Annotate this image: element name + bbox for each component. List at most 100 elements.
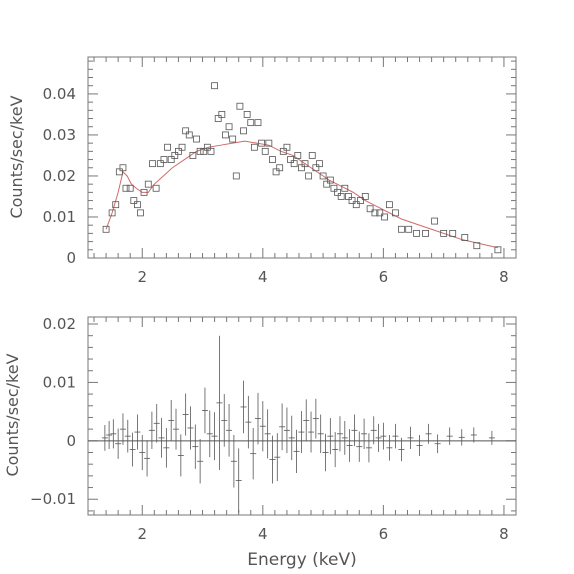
spectrum-plot-frame — [87, 56, 517, 259]
spectrum-data-point — [392, 209, 399, 217]
spectrum-data-point — [102, 225, 110, 233]
spectrum-data-point — [130, 197, 138, 204]
spectrum-data-point — [160, 156, 168, 163]
model-curve-group — [105, 140, 499, 249]
y-tick-label: 0.01 — [43, 373, 76, 391]
spectrum-data-point — [386, 201, 393, 209]
spectrum-data-point — [214, 115, 222, 122]
y-tick-label: −0.01 — [30, 490, 76, 508]
spectrum-data-point — [398, 225, 405, 233]
spectrum-tick-labels: 2 4 6 8 0 0.01 0.02 0.03 0.04 — [43, 85, 509, 286]
spectrum-data-point — [279, 147, 287, 155]
spectrum-y-axis-label: Counts/sec/keV — [7, 95, 26, 218]
x-tick-label: 4 — [258, 525, 268, 543]
spectrum-data-point — [366, 205, 374, 213]
spectrum-data-point — [308, 152, 316, 159]
spectrum-data-point — [200, 147, 208, 155]
spectrum-data-point — [294, 152, 302, 159]
spectrum-data-point — [164, 143, 171, 151]
x-tick-label: 4 — [258, 268, 268, 286]
spectrum-data-point — [137, 209, 144, 217]
y-tick-label: 0.02 — [43, 315, 76, 333]
spectrum-data-point — [261, 147, 269, 155]
y-tick-label: 0.04 — [43, 85, 76, 103]
x-tick-label: 8 — [499, 268, 509, 286]
spectrum-data-point — [305, 172, 313, 180]
spectrum-data-point — [189, 152, 197, 159]
y-tick-label: 0 — [66, 249, 76, 267]
spectrum-data-point — [182, 127, 190, 135]
spectrum-data-point — [152, 184, 160, 192]
spectrum-data-point — [178, 143, 186, 151]
spectrum-data-point — [207, 147, 215, 155]
spectrum-data-point — [193, 135, 200, 143]
x-tick-label: 6 — [379, 268, 389, 286]
y-tick-label: 0.01 — [43, 208, 76, 226]
spectrum-data-point — [196, 147, 204, 155]
spectrum-data-point — [345, 193, 352, 200]
spectrum-axis-ticks — [88, 57, 517, 259]
spectrum-data-point — [276, 164, 284, 172]
spectrum-data-point — [473, 242, 481, 250]
spectrum-data-point — [449, 229, 457, 237]
spectrum-data-point — [222, 131, 229, 139]
spectrum-data-point — [352, 201, 360, 209]
spectrum-data-point — [175, 147, 182, 155]
spectrum-data-point — [461, 234, 469, 241]
spectrum-data-point — [405, 225, 413, 233]
spectrum-data-point — [440, 229, 448, 237]
spectrum-data-point — [144, 180, 152, 188]
spectrum-data-point — [258, 139, 266, 147]
spectrum-data-point — [265, 139, 273, 147]
spectrum-data-point — [240, 127, 247, 135]
spectrum-data-point — [149, 160, 156, 168]
spectrum-panel: 2 4 6 8 0 0.01 0.02 0.03 0.04 Counts/sec/keV — [7, 56, 517, 286]
spectrum-data-point — [330, 184, 338, 192]
spectrum-data-point — [301, 160, 309, 168]
residuals-data-group — [101, 335, 495, 513]
x-tick-label: 6 — [379, 525, 389, 543]
residuals-y-axis-label: Counts/sec/keV — [3, 353, 22, 476]
spectrum-data-point — [272, 168, 280, 176]
spectrum-data-point — [319, 172, 327, 180]
y-tick-label: 0.03 — [43, 126, 76, 144]
spectrum-data-point — [211, 82, 218, 90]
spectrum-data-point — [203, 143, 211, 151]
spectrum-data-point — [112, 201, 120, 209]
spectrum-data-point — [431, 217, 439, 225]
spectrum-data-point — [140, 188, 148, 196]
x-tick-label: 8 — [499, 525, 509, 543]
spectrum-data-point — [122, 184, 130, 192]
y-tick-label: 0 — [66, 432, 76, 450]
spectrum-data-point — [316, 160, 323, 168]
spectrum-data-point — [371, 209, 379, 217]
spectrum-data-point — [326, 176, 334, 184]
x-tick-label: 2 — [137, 525, 147, 543]
spectrum-data-point — [323, 180, 331, 188]
spectrum-data-point — [494, 246, 502, 254]
spectrum-data-point — [250, 143, 258, 151]
spectrum-data-point — [287, 156, 294, 163]
residuals-plot-frame — [87, 316, 517, 516]
spectrum-data-point — [357, 197, 364, 204]
spectrum-data-point — [381, 213, 388, 221]
spectrum-data-point — [218, 111, 226, 118]
spectrum-data-point — [413, 229, 420, 237]
spectrum-data-point — [254, 119, 262, 127]
spectrum-data-point — [119, 164, 127, 172]
spectrum-data-point — [243, 111, 251, 118]
spectrum-data-point — [269, 156, 276, 163]
spectrum-data-point — [290, 160, 298, 168]
spectrum-data-group — [102, 82, 502, 254]
spectrum-data-point — [297, 164, 305, 172]
spectrum-data-point — [361, 193, 369, 200]
spectrum-data-point — [167, 156, 175, 163]
model-curve-line — [105, 140, 499, 249]
spectrum-data-point — [312, 164, 320, 172]
residuals-tick-labels: 2 4 6 8 −0.01 0 0.01 0.02 — [30, 315, 509, 543]
spectrum-data-point — [232, 172, 240, 180]
x-tick-label: 2 — [137, 268, 147, 286]
spectrum-data-point — [341, 184, 349, 192]
spectrum-data-point — [185, 131, 193, 139]
